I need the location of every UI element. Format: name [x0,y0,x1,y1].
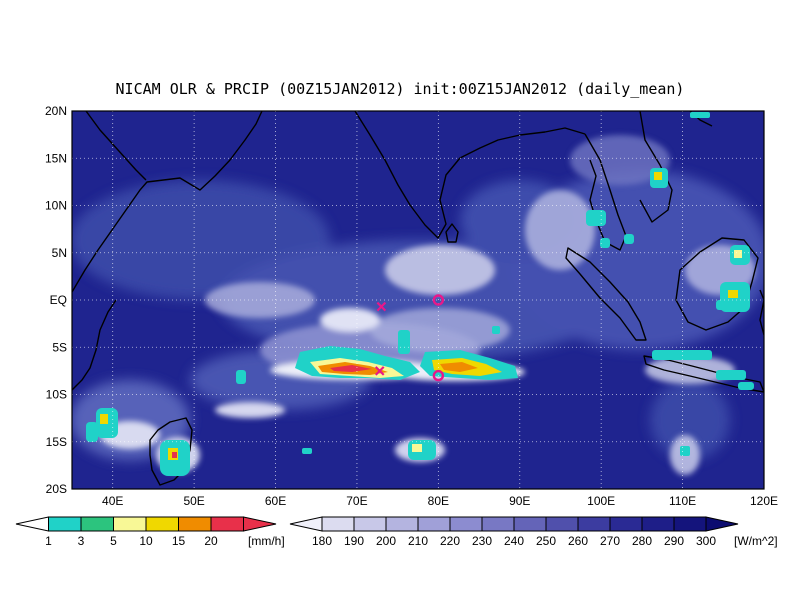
precip-heavy-spots [100,172,742,460]
colorbar-cell [385,516,419,532]
colorbar-label: 290 [664,534,684,548]
colorbar-label: 5 [110,534,117,548]
olr-field [72,135,764,475]
chart-title: NICAM OLR & PRCIP (00Z15JAN2012) init:00… [116,80,685,98]
colorbar-cell [178,516,212,532]
x-tick-label: 120E [750,494,778,508]
y-tick-label: 10S [46,388,67,402]
markers [374,294,445,382]
sumatra-coastline [565,247,647,341]
y-axis: 20N 15N 10N 5N EQ 5S 10S 15S 20S [45,104,67,496]
marker-circle [432,369,445,382]
colorbar-label: 270 [600,534,620,548]
x-tick-label: 110E [669,494,696,508]
colorbar-label: 300 [696,534,716,548]
sulawesi-coastline [759,289,764,336]
x-tick-label: 50E [183,494,204,508]
y-tick-label: 20S [46,482,67,496]
africa-arabia-coastline [72,111,263,293]
africa-southeast-coastline [72,299,117,391]
colorbar-cell [705,516,739,532]
colorbar-label: 1 [45,534,52,548]
southeast-asia-coastline [584,133,627,251]
colorbar-cell [48,516,82,532]
y-tick-label: 10N [45,199,67,213]
colorbar-cell [609,516,643,532]
y-tick-label: 15N [45,151,67,165]
colorbar-unit: [mm/h] [248,534,285,548]
java-coastline [643,355,764,393]
colorbar-cell [321,516,355,532]
x-axis: 40E 50E 60E 70E 80E 90E 100E 110E 120E [102,494,778,508]
y-tick-label: EQ [50,293,67,307]
x-tick-label: 100E [587,494,615,508]
x-tick-label: 60E [265,494,286,508]
x-tick-label: 40E [102,494,123,508]
colorbar-label: 200 [376,534,396,548]
marker-x [376,301,387,312]
x-tick-label: 80E [428,494,449,508]
horn-of-africa-coastline [85,111,147,181]
y-tick-label: 5N [52,246,67,260]
marker-circle [432,294,445,306]
colorbar-cell [210,516,244,532]
x-tick-label: 70E [346,494,367,508]
precip-band-east [295,346,518,380]
colorbar-cell [417,516,451,532]
colorbar-label: 260 [568,534,588,548]
colorbar-cell [513,516,547,532]
colorbar-label: 15 [172,534,186,548]
colorbar-label: 280 [632,534,652,548]
colorbar-cell [289,516,323,532]
x-tick-label: 90E [509,494,530,508]
map-frame [71,110,765,490]
y-tick-label: 5S [52,340,67,354]
precip-field [86,112,754,476]
colorbar-label: 230 [472,534,492,548]
colorbar-cell [545,516,579,532]
colorbar-label: 10 [139,534,153,548]
map-panel [72,111,764,489]
y-tick-label: 20N [45,104,67,118]
colorbar-cell [353,516,387,532]
colorbar-cell [243,516,277,532]
colorbar-cell [113,516,147,532]
graticule [72,111,764,489]
colorbar-label: 240 [504,534,524,548]
colorbar-cell [641,516,675,532]
colorbar-label: 20 [204,534,218,548]
colorbar-label: 210 [408,534,428,548]
colorbar-cell [673,516,707,532]
colorbar-label: 3 [78,534,85,548]
colorbar-label: 190 [344,534,364,548]
india-coastline [354,111,586,239]
colorbar-cell [449,516,483,532]
y-tick-label: 15S [46,435,67,449]
precip-colorbar: 1 3 5 10 15 20 [mm/h] [15,516,285,548]
colorbar-label: 250 [536,534,556,548]
colorbar-cell [577,516,611,532]
colorbar-cell [15,516,49,532]
colorbar-cell [145,516,179,532]
colorbar-cell [481,516,515,532]
indochina-coastline [639,111,673,223]
colorbar-cell [80,516,114,532]
colorbar-label: 220 [440,534,460,548]
olr-colorbar: 180 190 200 210 220 230 240 250 260 270 280 290 300 [… [289,516,778,548]
colorbar-unit: [W/m^2] [734,534,778,548]
colorbar-label: 180 [312,534,332,548]
marker-x [374,366,385,376]
sri-lanka-coastline [445,223,459,243]
